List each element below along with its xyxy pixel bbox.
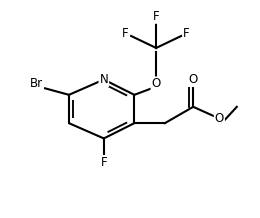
- Text: O: O: [188, 73, 198, 86]
- Text: O: O: [215, 112, 224, 125]
- Text: F: F: [122, 27, 129, 40]
- Text: F: F: [153, 10, 159, 23]
- Text: F: F: [183, 27, 190, 40]
- Text: Br: Br: [30, 77, 43, 90]
- Text: N: N: [100, 73, 108, 86]
- Text: F: F: [101, 156, 107, 169]
- Text: O: O: [152, 77, 161, 90]
